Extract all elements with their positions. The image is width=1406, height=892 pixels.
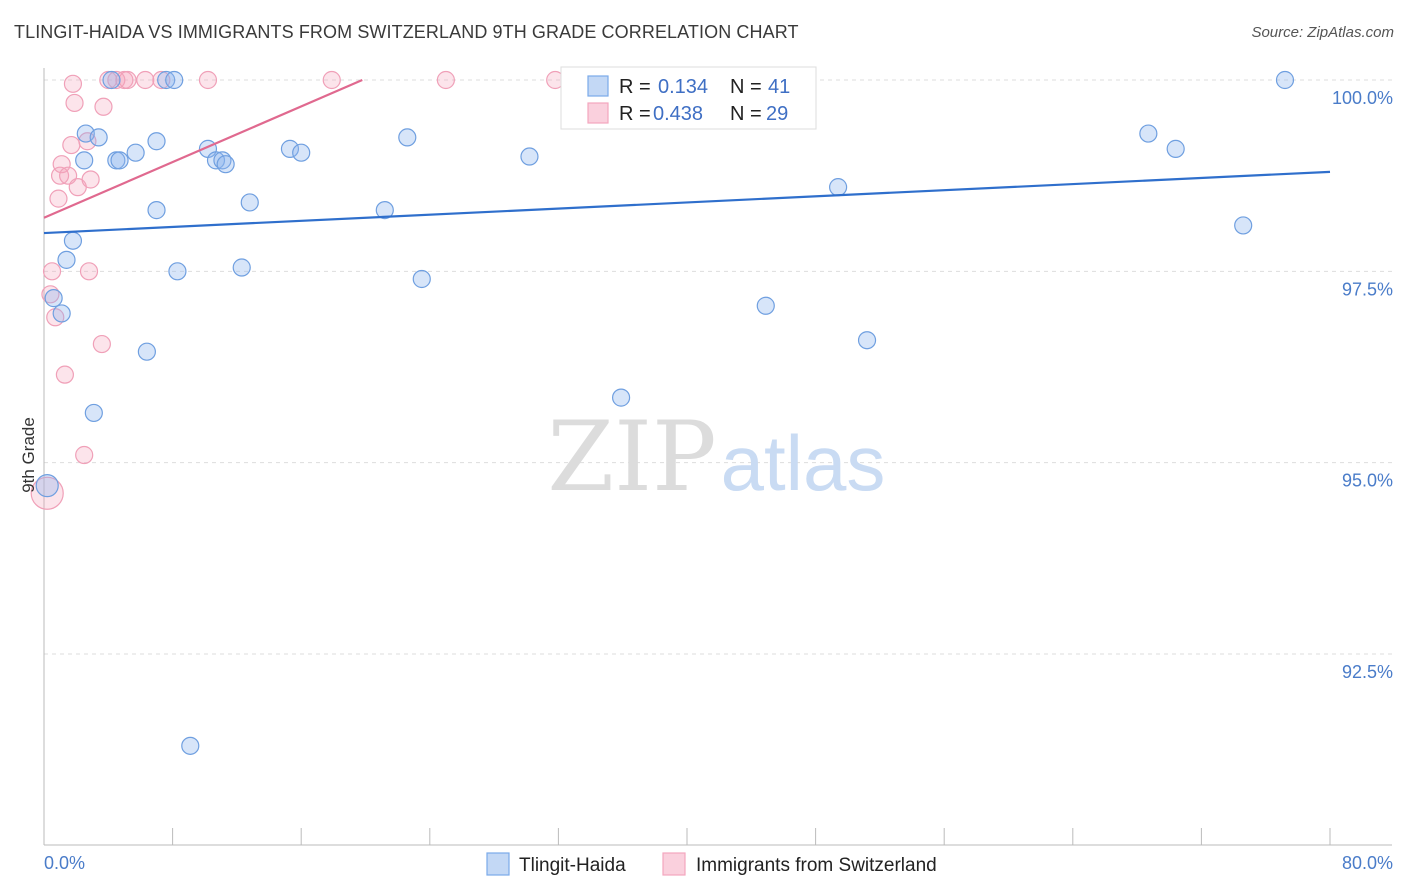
- legend-r-label: R =: [619, 103, 651, 125]
- data-point-tlingit-haida: [102, 70, 121, 90]
- legend-n-label: N =: [730, 103, 762, 125]
- y-tick-label: 95.0%: [1342, 471, 1393, 491]
- legend-n-value: 41: [768, 76, 790, 98]
- data-point-tlingit-haida: [240, 193, 259, 212]
- tick-labels: 92.5% 95.0% 97.5% 100.0% 0.0% 80.0%: [44, 88, 1393, 873]
- y-tick-label: 97.5%: [1342, 279, 1393, 299]
- data-point-tlingit-haida: [181, 736, 200, 755]
- trend-line-tlingit-haida: [43, 170, 1331, 235]
- data-point-immigrants-from-switzerland: [62, 135, 81, 155]
- y-tick-label: 100.0%: [1332, 88, 1393, 108]
- x-tick-label: 0.0%: [44, 853, 85, 873]
- legend-swatch-blue: [587, 75, 609, 97]
- data-point-immigrants-from-switzerland: [322, 70, 341, 90]
- data-point-tlingit-haida: [292, 143, 311, 162]
- data-point-tlingit-haida: [520, 147, 539, 166]
- legend-swatch-pink: [587, 102, 609, 124]
- data-point-tlingit-haida: [63, 231, 83, 250]
- data-point-tlingit-haida: [829, 178, 848, 197]
- data-point-tlingit-haida: [1166, 139, 1185, 158]
- data-point-immigrants-from-switzerland: [52, 155, 71, 174]
- data-point-tlingit-haida: [1234, 216, 1253, 235]
- data-point-tlingit-haida: [375, 201, 394, 220]
- watermark-atlas: atlas: [721, 419, 886, 507]
- data-point-tlingit-haida: [1275, 70, 1295, 90]
- legend-r-value: 0.134: [658, 76, 708, 98]
- trend-lines: [43, 78, 1331, 235]
- data-point-immigrants-from-switzerland: [198, 70, 218, 90]
- data-point-immigrants-from-switzerland: [78, 132, 97, 151]
- data-point-tlingit-haida: [89, 128, 108, 147]
- data-point-tlingit-haida: [165, 70, 184, 90]
- x-tick-label: 80.0%: [1342, 853, 1393, 873]
- y-axis-label: 9th Grade: [19, 417, 38, 493]
- data-point-tlingit-haida: [52, 304, 71, 323]
- data-point-tlingit-haida: [216, 155, 235, 174]
- data-point-immigrants-from-switzerland: [152, 70, 171, 90]
- data-point-tlingit-haida: [84, 403, 103, 423]
- data-point-tlingit-haida: [232, 258, 251, 277]
- data-point-immigrants-from-switzerland: [436, 70, 455, 90]
- data-point-tlingit-haida: [137, 342, 156, 361]
- data-point-tlingit-haida: [280, 139, 300, 158]
- data-point-tlingit-haida: [756, 296, 775, 315]
- data-point-immigrants-from-switzerland: [79, 262, 99, 281]
- trend-line-immigrants-from-switzerland: [43, 78, 363, 219]
- data-point-immigrants-from-switzerland: [55, 365, 74, 384]
- legend-n-label: N =: [730, 76, 762, 98]
- watermark: ZIP atlas: [547, 401, 885, 513]
- data-point-tlingit-haida: [147, 201, 166, 220]
- data-point-tlingit-haida: [398, 128, 417, 147]
- data-point-immigrants-from-switzerland: [92, 334, 111, 354]
- legend-swatch-immigrants-from-switzerland: [662, 852, 686, 876]
- legend-r-value: 0.438: [653, 103, 703, 125]
- data-point-immigrants-from-switzerland: [118, 70, 137, 90]
- legend-label-tlingit-haida: Tlingit-Haida: [519, 855, 626, 876]
- data-point-immigrants-from-switzerland: [65, 93, 84, 113]
- legend-label-immigrants-from-switzerland: Immigrants from Switzerland: [696, 855, 937, 876]
- data-point-immigrants-from-switzerland: [49, 189, 68, 208]
- data-point-tlingit-haida: [44, 289, 63, 308]
- data-point-tlingit-haida: [147, 132, 166, 151]
- data-point-immigrants-from-switzerland: [63, 74, 83, 93]
- data-point-tlingit-haida: [857, 331, 877, 350]
- gridlines: [44, 79, 1392, 655]
- legend-n-value: 29: [766, 103, 788, 125]
- data-point-tlingit-haida: [35, 474, 59, 498]
- data-point-tlingit-haida: [110, 151, 129, 170]
- chart-title: TLINGIT-HAIDA VS IMMIGRANTS FROM SWITZER…: [14, 22, 799, 42]
- data-point-immigrants-from-switzerland: [42, 262, 62, 281]
- watermark-zip: ZIP: [547, 401, 716, 513]
- series-legend: Tlingit-Haida Immigrants from Switzerlan…: [486, 852, 937, 876]
- series-immigrants-from-switzerland: [30, 70, 565, 510]
- source-credit: Source: ZipAtlas.com: [1251, 24, 1394, 41]
- axes: [43, 68, 1392, 846]
- data-point-tlingit-haida: [75, 151, 94, 170]
- data-point-immigrants-from-switzerland: [136, 70, 155, 90]
- data-point-tlingit-haida: [1139, 124, 1158, 143]
- data-point-tlingit-haida: [412, 269, 431, 289]
- data-point-tlingit-haida: [57, 250, 76, 269]
- legend-r-label: R =: [619, 76, 651, 98]
- legend-swatch-tlingit-haida: [486, 852, 510, 876]
- stats-legend: R = 0.134 N = 41 R = 0.438 N = 29: [560, 66, 817, 130]
- data-point-immigrants-from-switzerland: [94, 97, 113, 116]
- series-tlingit-haida: [35, 70, 1295, 755]
- data-point-immigrants-from-switzerland: [81, 170, 100, 189]
- data-point-immigrants-from-switzerland: [75, 445, 94, 465]
- data-point-immigrants-from-switzerland: [30, 476, 64, 510]
- data-point-tlingit-haida: [611, 388, 631, 407]
- data-point-tlingit-haida: [168, 262, 187, 281]
- data-point-tlingit-haida: [206, 151, 226, 170]
- y-tick-label: 92.5%: [1342, 662, 1393, 682]
- data-point-tlingit-haida: [126, 143, 145, 162]
